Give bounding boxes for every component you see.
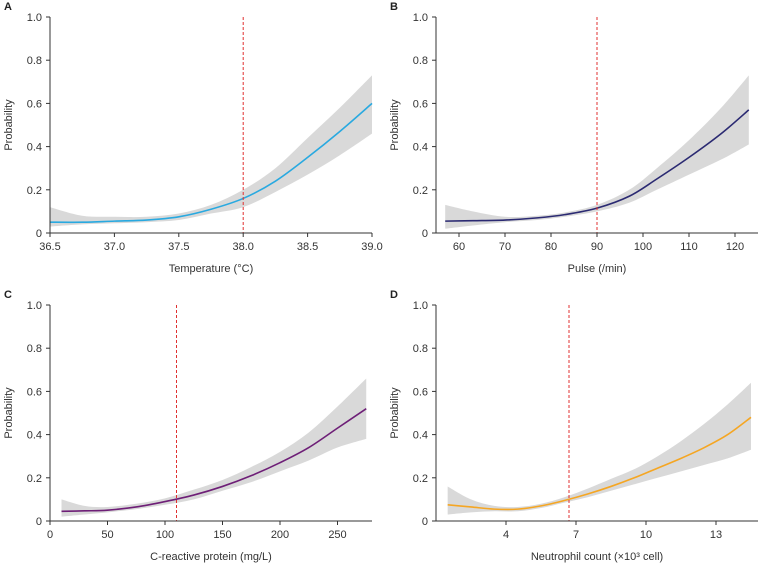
y-tick-label-c: 1.0 bbox=[27, 300, 42, 312]
x-tick-label-a: 36.5 bbox=[39, 241, 60, 253]
y-tick-label-a: 0.8 bbox=[27, 55, 42, 67]
x-tick-label-a: 38.5 bbox=[297, 241, 318, 253]
y-tick-label-a: 0.6 bbox=[27, 98, 42, 110]
y-tick-label-b: 0.6 bbox=[413, 98, 428, 110]
y-tick-label-d: 0.2 bbox=[413, 473, 428, 485]
ci-band-b bbox=[445, 75, 749, 229]
x-tick-label-c: 0 bbox=[47, 529, 53, 541]
y-tick-label-a: 0.4 bbox=[27, 142, 42, 154]
x-axis-label-d: Neutrophil count (×10³ cell) bbox=[531, 551, 663, 563]
y-axis-label-c: Probability bbox=[3, 387, 15, 439]
panel-letter-a: A bbox=[4, 1, 12, 13]
x-axis-label-b: Pulse (/min) bbox=[568, 263, 627, 275]
panel-letter-c: C bbox=[4, 289, 12, 301]
y-axis-label-b: Probability bbox=[389, 99, 401, 151]
x-tick-label-a: 38.0 bbox=[232, 241, 253, 253]
x-tick-label-b: 100 bbox=[634, 241, 652, 253]
y-tick-label-c: 0.6 bbox=[27, 386, 42, 398]
y-tick-label-a: 0 bbox=[36, 228, 42, 240]
x-tick-label-b: 90 bbox=[591, 241, 603, 253]
ci-band-a bbox=[50, 75, 372, 227]
x-tick-label-c: 100 bbox=[156, 529, 174, 541]
x-tick-label-a: 37.5 bbox=[168, 241, 189, 253]
x-tick-label-c: 250 bbox=[328, 529, 346, 541]
panel-a-temperature: A 0 0.2 0.4 0.6 0.8 1.0 36.5 37.0 37.5 38.0 38.5 39.… bbox=[0, 0, 385, 287]
y-tick-label-d: 0.4 bbox=[413, 430, 428, 442]
ci-band-c bbox=[61, 378, 367, 517]
panel-letter-d: D bbox=[390, 289, 398, 301]
y-axis-label-d: Probability bbox=[389, 387, 401, 439]
x-tick-label-b: 110 bbox=[680, 241, 698, 253]
y-tick-label-b: 0.4 bbox=[413, 142, 428, 154]
probability-line-c bbox=[61, 408, 367, 513]
y-tick-label-c: 0.2 bbox=[27, 473, 42, 485]
y-axis-label-a: Probability bbox=[3, 99, 15, 151]
y-tick-label-b: 0.2 bbox=[413, 185, 428, 197]
probability-line-d bbox=[447, 416, 752, 511]
x-tick-label-b: 80 bbox=[545, 241, 557, 253]
chart-d-svg: D 0 0.2 0.4 0.6 0.8 1.0 4 7 10 13 Neutrophil count … bbox=[389, 289, 758, 563]
y-tick-label-d: 0.6 bbox=[413, 386, 428, 398]
panel-letter-b: B bbox=[390, 1, 398, 13]
y-tick-label-d: 1.0 bbox=[413, 300, 428, 312]
x-tick-label-d: 4 bbox=[503, 529, 509, 541]
x-tick-label-d: 13 bbox=[710, 529, 722, 541]
x-tick-label-a: 39.0 bbox=[361, 241, 382, 253]
x-tick-label-a: 37.0 bbox=[104, 241, 125, 253]
chart-b-svg: B 0 0.2 0.4 0.6 0.8 1.0 60 70 80 90 100 110 120 Pulse … bbox=[389, 1, 758, 275]
x-tick-label-c: 50 bbox=[101, 529, 113, 541]
y-tick-label-c: 0.8 bbox=[27, 343, 42, 355]
y-tick-label-c: 0 bbox=[36, 516, 42, 528]
y-tick-label-d: 0.8 bbox=[413, 343, 428, 355]
y-tick-label-a: 1.0 bbox=[27, 12, 42, 24]
chart-c-svg: C 0 0.2 0.4 0.6 0.8 1.0 0 50 100 150 200 250 C-reacti… bbox=[3, 289, 372, 563]
y-tick-label-b: 1.0 bbox=[413, 12, 428, 24]
x-tick-label-d: 10 bbox=[640, 529, 652, 541]
x-axis-label-a: Temperature (°C) bbox=[169, 263, 253, 275]
x-tick-label-b: 120 bbox=[726, 241, 744, 253]
chart-a-svg: A 0 0.2 0.4 0.6 0.8 1.0 36.5 37.0 37.5 38.0 38.5 39.… bbox=[3, 1, 383, 275]
x-tick-label-b: 60 bbox=[453, 241, 465, 253]
panel-c-crp: C 0 0.2 0.4 0.6 0.8 1.0 0 50 100 150 200 250 C-reacti… bbox=[0, 288, 385, 575]
x-tick-label-c: 150 bbox=[213, 529, 231, 541]
y-tick-label-d: 0 bbox=[422, 516, 428, 528]
x-tick-label-d: 7 bbox=[573, 529, 579, 541]
y-tick-label-b: 0 bbox=[422, 228, 428, 240]
probability-line-a bbox=[49, 102, 373, 224]
x-tick-label-c: 200 bbox=[271, 529, 289, 541]
y-tick-label-b: 0.8 bbox=[413, 55, 428, 67]
x-axis-label-c: C-reactive protein (mg/L) bbox=[150, 551, 272, 563]
panel-b-pulse: B 0 0.2 0.4 0.6 0.8 1.0 60 70 80 90 100 110 120 Pulse … bbox=[386, 0, 771, 287]
x-tick-label-b: 70 bbox=[499, 241, 511, 253]
y-tick-label-c: 0.4 bbox=[27, 430, 42, 442]
ci-band-d bbox=[447, 382, 751, 515]
y-tick-label-a: 0.2 bbox=[27, 185, 42, 197]
panel-d-neutrophil: D 0 0.2 0.4 0.6 0.8 1.0 4 7 10 13 Neutrophil count … bbox=[386, 288, 771, 575]
